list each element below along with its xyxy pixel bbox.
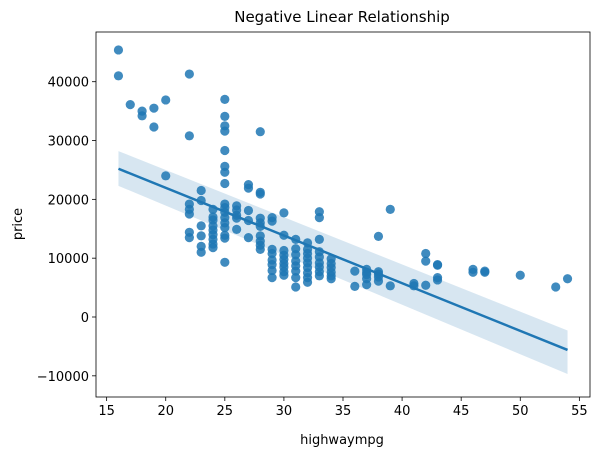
x-tick-label: 20 [157,404,174,419]
data-point [267,216,277,226]
x-tick-label: 45 [453,404,470,419]
data-point [421,256,431,266]
data-point [113,45,124,55]
data-point [279,270,289,280]
x-tick-label: 25 [217,404,234,419]
data-point [267,265,277,276]
data-point [291,272,301,283]
y-tick-label: 10000 [48,252,89,267]
data-point [255,189,265,199]
data-point [232,224,242,234]
data-point [421,248,431,259]
data-point [113,71,124,81]
data-point [243,183,254,193]
chart-title: Negative Linear Relationship [234,8,450,26]
y-tick-label: 30000 [48,135,89,150]
data-point [184,209,194,219]
data-point [243,232,254,243]
data-point [125,100,135,110]
x-tick-label: 30 [276,404,293,419]
data-point [220,233,230,243]
y-axis-label: price [11,208,26,240]
data-point [255,244,265,254]
data-point [350,281,360,292]
y-tick-label: 40000 [48,76,89,91]
y-axis: −10000 0 10000 20000 30000 40000 [37,76,96,385]
data-point [137,111,147,121]
data-point [267,272,277,283]
data-point [220,178,230,189]
data-point [562,274,573,284]
data-point [373,231,384,242]
data-point [421,280,431,290]
data-point [196,231,206,241]
confidence-band [118,151,568,375]
data-point [314,271,324,281]
data-point [196,221,206,231]
x-axis-label: highwaympg [300,433,384,448]
x-tick-label: 40 [394,404,411,419]
data-point [432,275,443,285]
data-point [220,257,230,267]
data-point [385,204,395,214]
plot-area [113,45,573,375]
data-point [291,282,301,292]
data-point [220,94,230,104]
data-point [362,280,372,290]
data-point [255,127,265,137]
data-point [302,277,313,287]
data-point [220,111,230,122]
data-point [149,103,159,113]
data-point [291,266,301,276]
data-point [161,95,171,105]
data-point [220,167,230,177]
x-tick-label: 15 [98,404,115,419]
data-point [480,267,490,277]
data-point [243,205,254,216]
data-point [432,260,443,270]
x-tick-label: 50 [512,404,529,419]
data-point [184,131,194,141]
data-point [551,282,561,292]
data-point [291,250,301,260]
data-point [208,242,218,253]
data-point [515,270,525,280]
data-point [385,281,395,291]
data-point [468,267,478,277]
data-point [220,145,230,156]
x-tick-label: 35 [335,404,352,419]
data-point [314,234,324,244]
data-point [373,276,384,286]
data-point [267,248,277,259]
scatter-points [113,45,573,292]
x-axis: 15 20 25 30 35 40 45 50 55 [98,397,588,419]
data-point [184,69,194,79]
data-point [279,208,289,218]
data-point [220,126,230,136]
data-point [161,171,171,181]
data-point [196,185,206,196]
data-point [149,122,159,132]
data-point [220,222,230,233]
data-point [184,232,194,243]
y-tick-label: −10000 [37,370,89,385]
y-tick-label: 0 [81,311,89,326]
y-tick-label: 20000 [48,193,89,208]
x-tick-label: 55 [571,404,588,419]
regression-line [117,167,569,352]
data-point [326,274,336,284]
data-point [314,212,324,223]
data-point [350,266,360,276]
data-point [196,247,206,257]
